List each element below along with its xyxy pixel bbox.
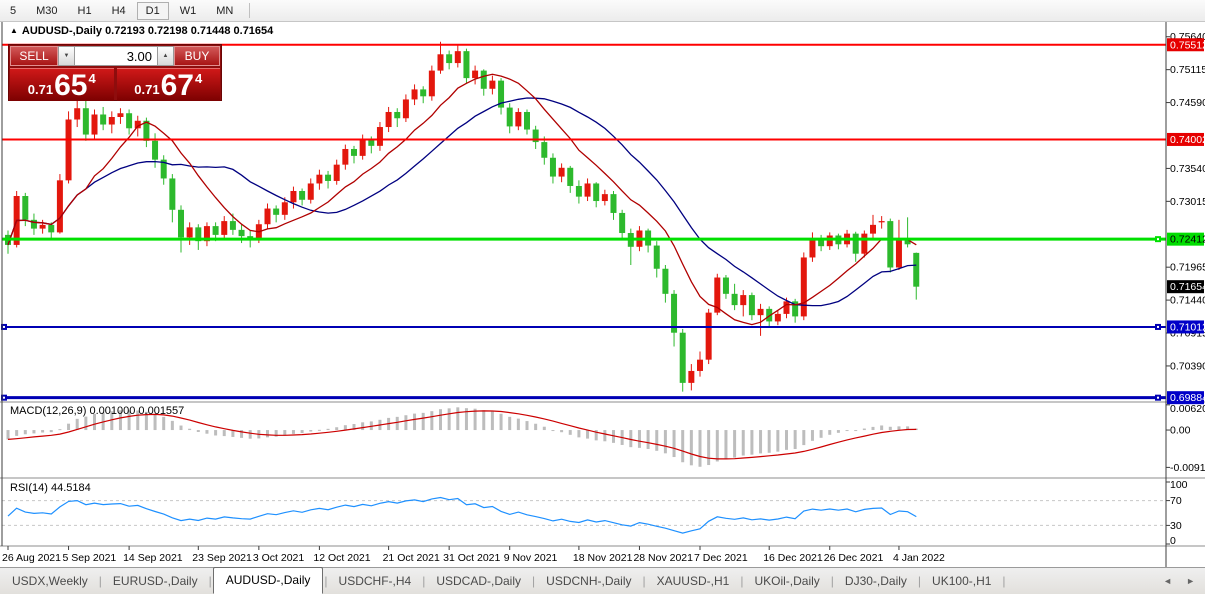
svg-text:9 Nov 2021: 9 Nov 2021	[504, 552, 558, 564]
svg-text:0.71440: 0.71440	[1170, 295, 1205, 307]
buy-price-base: 0.71	[134, 82, 160, 97]
svg-text:70: 70	[1170, 495, 1182, 507]
svg-text:12 Oct 2021: 12 Oct 2021	[313, 552, 370, 564]
sell-price-base: 0.71	[27, 82, 54, 97]
rsi-indicator-label: RSI(14) 44.5184	[10, 482, 91, 494]
date-axis: 26 Aug 2021 5 Sep 2021 14 Sep 2021 23 Sep 2…	[2, 546, 945, 564]
svg-text:18 Nov 2021: 18 Nov 2021	[573, 552, 633, 564]
chart-tab-usdcad-daily[interactable]: USDCAD-,Daily	[436, 574, 522, 588]
svg-text:4 Jan 2022: 4 Jan 2022	[893, 552, 945, 564]
chart-tab-audusd-daily[interactable]: AUDUSD-,Daily	[212, 566, 324, 594]
moving-averages-layer	[7, 73, 917, 326]
volume-increase-button[interactable]: ▲	[157, 46, 174, 66]
tab-scroll-left-icon[interactable]: ◄	[1163, 576, 1173, 586]
svg-text:3 Oct 2021: 3 Oct 2021	[253, 552, 305, 564]
svg-text:0.71965: 0.71965	[1170, 262, 1205, 274]
price-axis: 0.756400.751150.745900.735400.730150.719…	[1166, 31, 1205, 547]
svg-text:0.71012: 0.71012	[1170, 321, 1205, 333]
chart-tab-dj30-daily[interactable]: DJ30-,Daily	[844, 574, 907, 588]
svg-text:23 Sep 2021: 23 Sep 2021	[192, 552, 252, 564]
svg-text:0.00: 0.00	[1170, 425, 1191, 437]
timeframe-toolbar: 5 M30 H1 H4 D1 W1 MN	[0, 0, 1205, 22]
svg-text:26 Dec 2021: 26 Dec 2021	[824, 552, 884, 564]
chart-tab-uk100-h1[interactable]: UK100-,H1	[932, 574, 992, 588]
svg-text:7 Dec 2021: 7 Dec 2021	[694, 552, 748, 564]
sell-price-pips: 65	[54, 69, 88, 102]
chart-ohlc-values: 0.72193 0.72198 0.71448 0.71654	[105, 25, 274, 37]
volume-decrease-button[interactable]: ▼	[58, 46, 75, 66]
svg-text:5 Sep 2021: 5 Sep 2021	[63, 552, 117, 564]
chart-tab-ukoil-daily[interactable]: UKOil-,Daily	[754, 574, 820, 588]
svg-text:0.74002: 0.74002	[1170, 134, 1205, 146]
tab-scroll-right-icon[interactable]: ►	[1186, 576, 1195, 586]
svg-text:0.75512: 0.75512	[1170, 39, 1205, 51]
svg-text:100: 100	[1170, 479, 1188, 491]
chart-tab-xauusd-h1[interactable]: XAUUSD-,H1	[656, 574, 730, 588]
svg-text:0.70390: 0.70390	[1170, 360, 1205, 372]
svg-text:0: 0	[1170, 535, 1176, 547]
buy-price-point: 4	[194, 71, 203, 86]
tab-separator: |	[830, 574, 834, 588]
collapse-triangle-icon[interactable]: ▲	[10, 26, 18, 35]
tab-separator: |	[208, 574, 212, 588]
chart-tab-usdcnh-daily[interactable]: USDCNH-,Daily	[546, 574, 632, 588]
svg-text:31 Oct 2021: 31 Oct 2021	[443, 552, 500, 564]
svg-text:26 Aug 2021: 26 Aug 2021	[2, 552, 61, 564]
svg-text:0.73540: 0.73540	[1170, 163, 1205, 175]
tab-separator: |	[1002, 574, 1006, 588]
tab-separator: |	[532, 574, 536, 588]
svg-text:28 Nov 2021: 28 Nov 2021	[633, 552, 693, 564]
svg-text:14 Sep 2021: 14 Sep 2021	[123, 552, 183, 564]
timeframe-button-h1[interactable]: H1	[77, 4, 92, 17]
svg-text:0.71654: 0.71654	[1170, 281, 1205, 293]
toolbar-separator	[249, 3, 251, 18]
tab-separator: |	[642, 574, 646, 588]
svg-text:0.006201: 0.006201	[1170, 403, 1205, 415]
rsi-layer	[2, 496, 1166, 534]
tab-separator: |	[98, 574, 102, 588]
timeframe-button-m30[interactable]: M30	[36, 4, 58, 17]
frame-layer	[0, 22, 1205, 567]
chart-tab-bar: USDX,Weekly | EURUSD-,Daily | AUDUSD-,Daily |…	[0, 566, 1205, 594]
svg-text:21 Oct 2021: 21 Oct 2021	[383, 552, 440, 564]
chart-tab-usdx-weekly[interactable]: USDX,Weekly	[12, 574, 88, 588]
volume-input[interactable]	[75, 46, 157, 66]
chart-tab-eurusd-daily[interactable]: EURUSD-,Daily	[112, 574, 198, 588]
svg-text:0.75115: 0.75115	[1170, 64, 1205, 76]
svg-text:30: 30	[1170, 520, 1182, 532]
timeframe-button-d1[interactable]: D1	[136, 1, 169, 20]
tab-separator: |	[917, 574, 922, 588]
svg-text:-0.00919: -0.00919	[1170, 462, 1205, 474]
timeframe-button-h4[interactable]: H4	[111, 4, 126, 17]
chart-title: ▲ AUDUSD-,Daily 0.72193 0.72198 0.71448 0…	[10, 25, 273, 37]
svg-text:0.74590: 0.74590	[1170, 97, 1205, 109]
tab-separator: |	[324, 574, 328, 588]
svg-text:16 Dec 2021: 16 Dec 2021	[763, 552, 823, 564]
buy-button[interactable]: BUY	[174, 46, 220, 66]
ma-fast-line	[7, 73, 917, 326]
sell-price-point: 4	[88, 71, 96, 86]
sell-button[interactable]: SELL	[10, 46, 58, 66]
tab-separator: |	[740, 574, 744, 588]
chart-tab-usdchf-h4[interactable]: USDCHF-,H4	[338, 574, 412, 588]
svg-text:0.73015: 0.73015	[1170, 196, 1205, 208]
chevron-down-icon: ▼	[63, 53, 70, 59]
one-click-trading-panel: SELL ▼ ▲ BUY 0.71 65 4 0.71 67 4	[8, 44, 222, 101]
chart-symbol-label: AUDUSD-,Daily	[21, 25, 102, 37]
buy-price-pips: 67	[160, 69, 194, 102]
buy-price-display[interactable]: 0.71 67 4	[116, 68, 220, 102]
chevron-up-icon: ▲	[162, 53, 169, 59]
timeframe-button-w1[interactable]: W1	[179, 4, 197, 17]
timeframe-button-5[interactable]: 5	[10, 4, 17, 17]
svg-text:0.69884: 0.69884	[1170, 392, 1205, 404]
macd-layer	[6, 407, 918, 467]
sell-price-display[interactable]: 0.71 65 4	[10, 68, 114, 101]
svg-text:0.72412: 0.72412	[1170, 234, 1205, 246]
tab-separator: |	[422, 574, 426, 588]
macd-indicator-label: MACD(12,26,9) 0.001000 0.001557	[10, 405, 185, 417]
timeframe-button-mn[interactable]: MN	[216, 4, 234, 17]
ma-slow-line	[7, 97, 917, 307]
